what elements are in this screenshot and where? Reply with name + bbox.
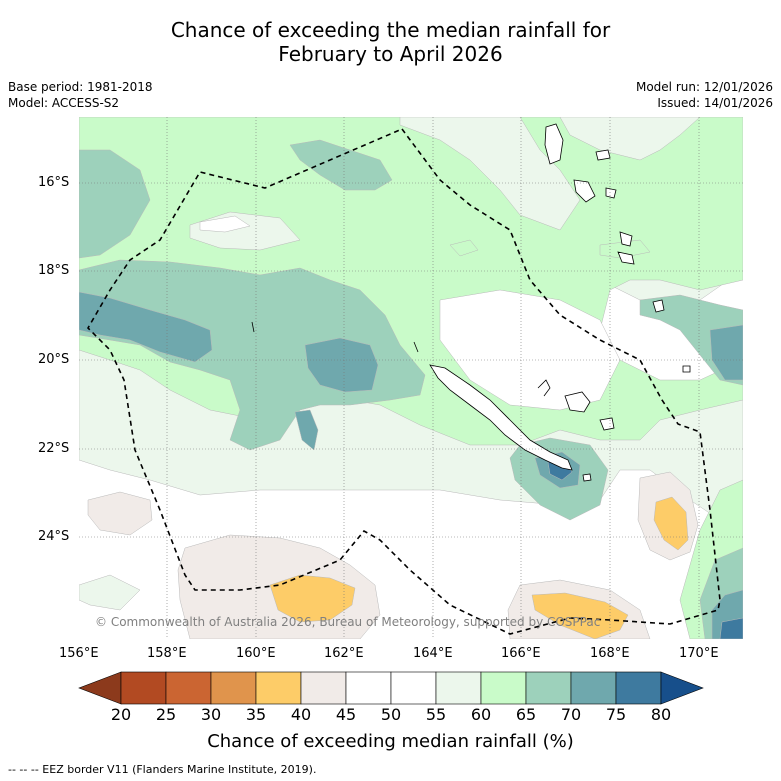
lat-label: 20°S [38,352,70,367]
island-lifou [564,391,591,413]
colorbar-tick-label: 45 [335,705,357,724]
lon-label: 170°E [679,646,719,661]
colorbar [78,671,704,705]
lat-label: 18°S [38,263,70,278]
contour-60-65-hole [399,117,581,231]
island-aneityum [652,299,665,313]
island-small [413,341,419,353]
island-small [251,321,255,333]
colorbar-tick-label: 50 [380,705,402,724]
contour-70-75 [79,291,213,363]
contour-75-80 [719,617,743,639]
island-isle-of-pines [582,473,592,482]
new-caledonia-coast [429,364,573,471]
colorbar-swatch [120,671,167,705]
colorbar-tick-label: 40 [290,705,312,724]
island-ouvea [537,379,551,397]
colorbar-tick-label: 30 [200,705,222,724]
colorbar-tick-label: 35 [245,705,267,724]
lon-label: 156°E [59,646,99,661]
island-matthew [682,365,691,373]
lat-label: 16°S [38,175,70,190]
map-area: © Commonwealth of Australia 2026, Bureau… [79,117,743,639]
colorbar-swatch [480,671,527,705]
contour-40-45 [87,491,153,536]
contour-35-40 [531,592,629,639]
lon-label: 166°E [501,646,541,661]
contour-65-70 [79,259,426,451]
colorbar-extend-high [660,671,704,705]
colorbar-tick-label: 65 [515,705,537,724]
lon-label: 164°E [413,646,453,661]
island-mare [599,417,615,431]
contour-60-65-hole [439,289,621,411]
island-efate [605,187,617,199]
contour-60-65-hole [199,215,251,233]
title-line-2: February to April 2026 [278,42,503,66]
colorbar-extend-low [78,671,122,705]
contour-60-65 [449,239,479,257]
island-erromango [619,231,633,247]
lat-label: 24°S [38,529,70,544]
contour-65-70 [289,139,393,191]
copyright-watermark: © Commonwealth of Australia 2026, Bureau… [95,615,600,629]
eez-legend: -- -- -- EEZ border V11 (Flanders Marine… [8,763,317,776]
colorbar-swatch [255,671,302,705]
lon-label: 158°E [147,646,187,661]
contour-55-60 [79,574,141,611]
eez-border [86,128,721,635]
colorbar-swatch [525,671,572,705]
contour-70-75 [304,337,379,393]
colorbar-tick-label: 55 [425,705,447,724]
title-line-1: Chance of exceeding the median rainfall … [170,18,611,42]
contour-60-65 [599,239,651,259]
island-espiritu-santo [544,123,564,165]
issued-date: Issued: 14/01/2026 [657,96,773,110]
model-name: Model: ACCESS-S2 [8,96,120,110]
colorbar-tick-label: 25 [155,705,177,724]
colorbar-tick-label: 20 [110,705,132,724]
colorbar-swatch [300,671,347,705]
lat-label: 22°S [38,441,70,456]
lon-label: 160°E [236,646,276,661]
model-run: Model run: 12/01/2026 [635,80,773,94]
contour-70-75 [709,324,743,381]
lon-label: 162°E [324,646,364,661]
island-malekula [573,179,596,203]
base-period: Base period: 1981-2018 [8,80,153,94]
colorbar-swatch [615,671,662,705]
colorbar-tick-label: 75 [605,705,627,724]
contour-65-70 [79,149,151,259]
metadata-right: Model run: 12/01/2026 Issued: 14/01/2026 [636,79,773,111]
graticule [79,117,743,639]
metadata-left: Base period: 1981-2018 Model: ACCESS-S2 [8,79,153,111]
island-maewo [595,149,611,161]
colorbar-swatch [345,671,392,705]
chart-title: Chance of exceeding the median rainfall … [0,18,781,66]
island-tanna [617,251,635,265]
contour-70-75 [294,409,319,451]
colorbar-tick-label: 80 [650,705,672,724]
colorbar-tick-label: 60 [470,705,492,724]
colorbar-swatch [210,671,257,705]
colorbar-swatch [165,671,212,705]
contour-35-40 [269,574,356,623]
colorbar-swatch [390,671,437,705]
colorbar-title: Chance of exceeding median rainfall (%) [207,731,574,752]
colorbar-swatch [435,671,482,705]
colorbar-swatch [570,671,617,705]
colorbar-tick-label: 70 [560,705,582,724]
lon-label: 168°E [590,646,630,661]
